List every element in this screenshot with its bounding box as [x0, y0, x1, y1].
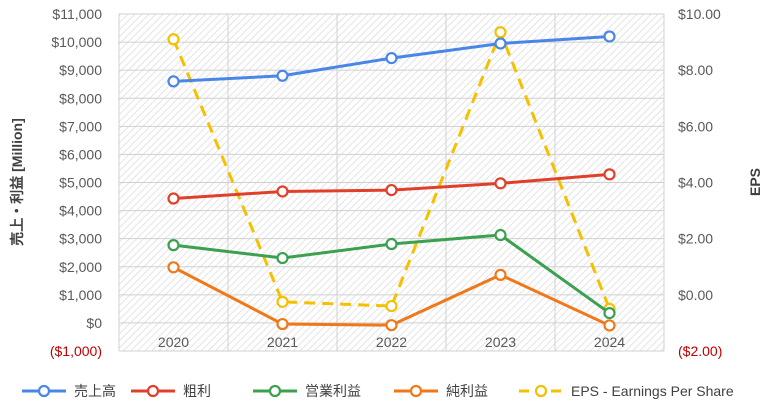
right-tick-label: ($2.00): [678, 343, 722, 359]
series-3: [167, 261, 616, 332]
legend-label: 粗利: [183, 383, 211, 399]
x-tick-label: 2024: [594, 334, 625, 350]
left-tick-label: $6,000: [59, 146, 102, 162]
left-tick-label: $2,000: [59, 259, 102, 275]
legend-item-3: 純利益: [394, 383, 488, 399]
left-tick-label: $7,000: [59, 118, 102, 134]
data-point: [603, 168, 616, 181]
data-point: [167, 192, 180, 205]
right-axis-title: EPS: [747, 168, 763, 196]
legend-item-2: 営業利益: [253, 383, 361, 399]
data-point: [603, 319, 616, 332]
data-point: [167, 33, 180, 46]
data-point: [603, 306, 616, 320]
legend-swatch-marker: [534, 384, 548, 398]
data-point: [276, 251, 289, 265]
left-tick-label: $5,000: [59, 175, 102, 191]
data-point: [494, 268, 507, 281]
left-tick-label: $3,000: [59, 231, 102, 247]
series-0: [167, 30, 616, 88]
right-axis-ticks: ($2.00) $0.00 $2.00 $4.00 $6.00 $8.00 $10.00: [678, 6, 722, 359]
data-point: [385, 299, 398, 313]
data-point: [385, 237, 398, 251]
series-4: [167, 26, 616, 315]
x-tick-label: 2023: [485, 334, 516, 350]
series-group: [167, 26, 616, 332]
data-point: [494, 37, 507, 50]
data-point: [276, 317, 289, 331]
data-point: [276, 69, 289, 82]
left-tick-label: $1,000: [59, 287, 102, 303]
legend-label: EPS - Earnings Per Share: [571, 383, 734, 399]
right-tick-label: $6.00: [678, 118, 713, 134]
legend-swatch-marker: [37, 384, 51, 398]
left-tick-label: ($1,000): [50, 343, 102, 359]
right-tick-label: $2.00: [678, 231, 713, 247]
series-2: [167, 228, 616, 320]
data-point: [167, 261, 180, 274]
legend-swatch-marker: [146, 384, 160, 398]
data-point: [385, 183, 398, 197]
left-tick-label: $8,000: [59, 90, 102, 106]
left-tick-label: $4,000: [59, 203, 102, 219]
legend-item-4: EPS - Earnings Per Share: [519, 383, 734, 399]
series-1: [167, 168, 616, 205]
data-point: [167, 75, 180, 88]
legend: 売上高 粗利 営業利益 純利益 EPS - Earnings Per Share: [22, 383, 734, 399]
legend-item-1: 粗利: [131, 383, 211, 399]
legend-swatch-marker: [409, 384, 423, 398]
left-tick-label: $9,000: [59, 62, 102, 78]
data-point: [494, 228, 507, 242]
right-tick-label: $0.00: [678, 287, 713, 303]
data-point: [494, 26, 507, 39]
left-axis-ticks: ($1,000) $0 $1,000 $2,000 $3,000 $4,000 $5,000…: [50, 6, 102, 359]
data-point: [385, 51, 398, 65]
legend-label: 売上高: [74, 383, 116, 399]
data-point: [167, 239, 180, 252]
right-tick-label: $8.00: [678, 62, 713, 78]
x-tick-label: 2022: [376, 334, 407, 350]
data-point: [385, 319, 398, 332]
legend-label: 営業利益: [305, 383, 361, 399]
x-tick-label: 2020: [158, 334, 189, 350]
legend-item-0: 売上高: [22, 383, 116, 399]
left-tick-label: $10,000: [51, 34, 102, 50]
x-axis-ticks: 2020 2021 2022 2023 2024: [158, 334, 625, 350]
legend-label: 純利益: [446, 383, 488, 399]
legend-swatch-marker: [268, 384, 282, 398]
left-tick-label: $0: [86, 315, 102, 331]
x-tick-label: 2021: [267, 334, 298, 350]
left-tick-label: $11,000: [52, 6, 102, 22]
right-tick-label: $10.00: [678, 6, 721, 22]
right-tick-label: $4.00: [678, 175, 713, 191]
data-point: [494, 177, 507, 190]
data-point: [603, 30, 616, 43]
left-axis-title: 売上・利益 [Million]: [9, 118, 25, 246]
data-point: [276, 295, 289, 308]
data-point: [276, 185, 289, 198]
series-line: [172, 30, 611, 310]
